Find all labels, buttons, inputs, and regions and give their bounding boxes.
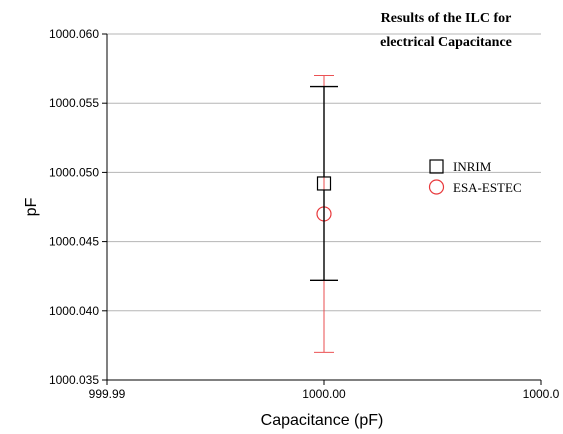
chart-title-line-1: Results of the ILC for [381, 11, 512, 26]
legend-label-esa-estec: ESA-ESTEC [453, 180, 522, 195]
x-tick-label-2: 1000.0 [523, 387, 560, 401]
legend-marker-esa-estec [428, 179, 445, 195]
legend-marker-inrim [429, 159, 444, 174]
y-tick-label-3: 1000.050 [49, 165, 99, 179]
x-tick-label-1: 1000.00 [302, 387, 346, 401]
x-axis-title: Capacitance (pF) [261, 412, 384, 429]
x-tick-label-0: 999.99 [89, 387, 126, 401]
axes [102, 33, 542, 385]
y-tick-label-1: 1000.040 [49, 304, 99, 318]
legend: INRIM ESA-ESTEC [428, 159, 522, 195]
data-point-inrim [316, 176, 332, 191]
y-tick-label-0: 1000.035 [49, 373, 99, 387]
chart-title-line-2: electrical Capacitance [380, 35, 512, 50]
legend-label-inrim: INRIM [453, 159, 492, 174]
tick-labels: 1000.035 1000.040 1000.045 1000.050 1000.055… [49, 27, 560, 401]
y-tick-label-5: 1000.060 [49, 27, 99, 41]
y-tick-label-2: 1000.045 [49, 235, 99, 249]
y-axis-title: pF [23, 197, 40, 216]
data-series [310, 75, 338, 353]
y-tick-label-4: 1000.055 [49, 96, 99, 110]
